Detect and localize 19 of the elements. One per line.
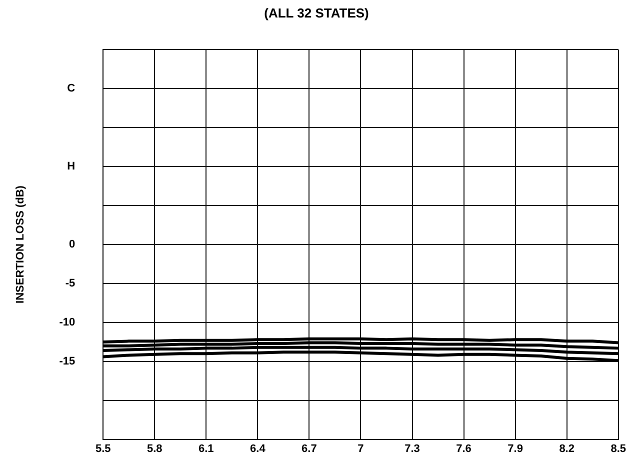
y-tick-label: -15 xyxy=(59,355,76,368)
x-tick-label: 7.3 xyxy=(404,443,420,456)
x-tick-label: 7.9 xyxy=(508,443,523,456)
x-tick-label: 6.7 xyxy=(302,443,317,456)
x-tick-label: 5.5 xyxy=(95,443,111,456)
y-tick-label: -10 xyxy=(59,316,76,328)
x-tick-label: 6.1 xyxy=(198,443,214,456)
y-axis-title: INSERTION LOSS (dB) xyxy=(14,185,27,304)
y-tick-label: -5 xyxy=(65,278,76,290)
x-tick-label: 5.8 xyxy=(146,443,162,456)
chart-title: (ALL 32 STATES) xyxy=(264,5,369,20)
x-tick-label: 7 xyxy=(358,443,364,456)
y-tick-label: H xyxy=(67,160,76,173)
x-tick-label: 8.2 xyxy=(559,443,574,456)
x-tick-label: 8.5 xyxy=(610,443,626,456)
x-tick-label: 6.4 xyxy=(250,443,266,456)
x-tick-label: 7.6 xyxy=(456,443,472,456)
y-tick-label: 0 xyxy=(68,238,76,251)
y-tick-label: C xyxy=(67,82,76,95)
